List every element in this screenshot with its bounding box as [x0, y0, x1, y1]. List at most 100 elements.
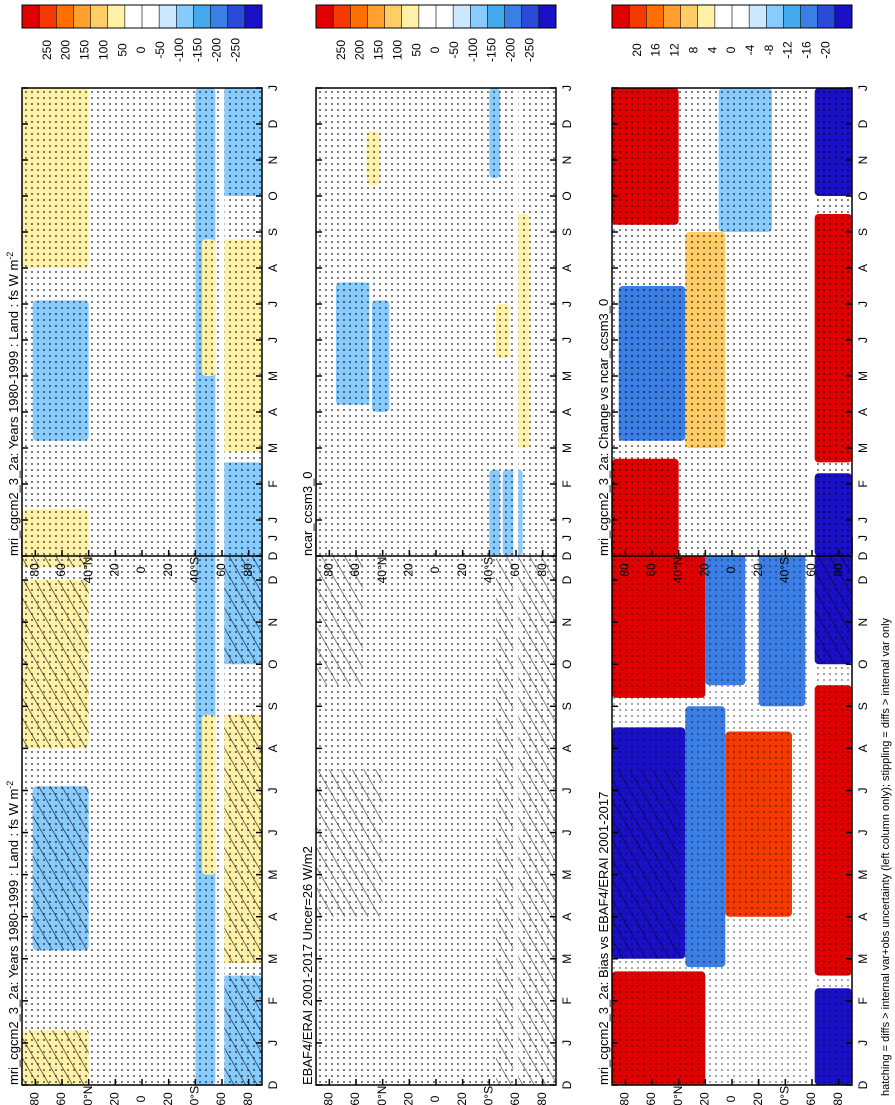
month-label: M — [856, 371, 870, 381]
colorbar-swatch — [244, 5, 263, 28]
lat-label: 40°S — [482, 1086, 496, 1105]
colorbar-swatch — [142, 5, 160, 28]
lat-label: 40°N — [671, 557, 685, 584]
month-label: F — [266, 997, 280, 1004]
lat-label: 80 — [322, 563, 336, 577]
lat-label: 60 — [54, 1092, 68, 1105]
month-label: M — [266, 371, 280, 381]
lat-label: 80 — [241, 1092, 255, 1105]
month-label: J — [560, 517, 574, 523]
month-label: A — [266, 913, 280, 921]
month-label: J — [856, 85, 870, 91]
month-label: M — [560, 954, 574, 964]
lat-label: 20 — [698, 1092, 712, 1105]
colorbar-swatch — [316, 5, 334, 28]
colorbar-label: -20 — [818, 41, 832, 59]
colorbar-swatch — [629, 5, 647, 28]
lat-label: 80 — [28, 1092, 42, 1105]
lat-label: 80 — [618, 563, 632, 577]
colorbar-swatch — [124, 5, 143, 28]
month-label: D — [266, 1080, 280, 1089]
panel-title: EBAF4/ERAI 2001-2017 Uncer=26 W/m2 — [300, 846, 315, 1085]
month-label: S — [266, 228, 280, 236]
panel-title-text: mri_cgcm2_3_2a: Bias vs EBAF4/ERAI 2001-… — [596, 792, 611, 1085]
panel-title-text: ncar_ccsm3_0 — [300, 471, 315, 556]
colorbar-swatch — [176, 5, 194, 28]
colorbar-swatch — [646, 5, 664, 28]
month-label: O — [560, 660, 574, 669]
colorbar-swatch — [384, 5, 403, 28]
lat-label: 40°S — [188, 557, 202, 583]
panel-title-superscript: -2 — [5, 781, 15, 789]
lat-label: 40°S — [778, 1086, 792, 1105]
month-label: J — [856, 301, 870, 307]
month-label: A — [266, 264, 280, 272]
month-label: D — [856, 551, 870, 560]
month-label: M — [266, 870, 280, 880]
month-label: J — [560, 787, 574, 793]
colorbar-swatch — [732, 5, 750, 28]
lat-label: 20 — [698, 563, 712, 577]
colorbar-label: 16 — [649, 43, 663, 57]
lat-label: 80 — [535, 563, 549, 577]
colorbar-swatch — [73, 5, 92, 28]
colorbar-label: -100 — [466, 38, 480, 62]
lat-label: 0 — [428, 1095, 442, 1102]
lat-label: 20 — [751, 563, 765, 577]
month-label: A — [856, 744, 870, 752]
month-label: J — [560, 337, 574, 343]
hatch-region — [316, 769, 383, 917]
hatch-region — [32, 786, 89, 951]
colorbar-label: -4 — [743, 44, 757, 55]
lat-label: 60 — [508, 1092, 522, 1105]
month-label: D — [560, 119, 574, 128]
lat-label: 20 — [455, 563, 469, 577]
panel-title: mri_cgcm2_3_2a: Change vs ncar_ccsm3_0 — [596, 299, 611, 556]
month-label: O — [856, 191, 870, 200]
hatch-region — [219, 538, 262, 665]
colorbar-swatch — [56, 5, 74, 28]
lat-label: 60 — [54, 563, 68, 577]
colorbar-swatch — [193, 5, 212, 28]
colorbar-label: 250 — [40, 40, 54, 60]
month-label: F — [560, 997, 574, 1004]
lat-label: 40°N — [375, 1086, 389, 1105]
colorbar-swatch — [107, 5, 126, 28]
month-label: J — [560, 301, 574, 307]
hatch-region — [219, 975, 262, 1085]
month-label: N — [266, 156, 280, 165]
colorbar-swatch — [714, 5, 733, 28]
hatch-region — [219, 714, 262, 963]
month-label: J — [266, 787, 280, 793]
month-label: D — [266, 119, 280, 128]
stipple-overlay — [22, 88, 262, 556]
lat-label: 60 — [214, 563, 228, 577]
lat-label: 80 — [28, 563, 42, 577]
hatch-region — [814, 538, 852, 665]
month-label: J — [266, 535, 280, 541]
colorbar-swatch — [800, 5, 819, 28]
colorbar-label: 200 — [353, 40, 367, 60]
panel-middle-left: D J F M A M J J A S O N D J 80 60 40°N 20 0 20 40°S 60 80 EBAF4… — [300, 454, 574, 1105]
month-label: A — [560, 264, 574, 272]
month-label: M — [266, 443, 280, 453]
month-label: F — [266, 480, 280, 487]
hatch-region — [22, 1030, 89, 1085]
lat-label: 60 — [214, 1092, 228, 1105]
month-label: S — [856, 702, 870, 710]
month-label: O — [560, 191, 574, 200]
month-label: F — [856, 997, 870, 1004]
colorbar-label: 50 — [115, 43, 129, 57]
colorbar-label: -100 — [172, 38, 186, 62]
colorbar-label: -250 — [522, 38, 536, 62]
month-label: N — [266, 618, 280, 627]
month-label: F — [856, 480, 870, 487]
hatch-region — [612, 769, 679, 959]
colorbar-swatch — [680, 5, 699, 28]
colorbar-swatch — [487, 5, 506, 28]
month-label: J — [266, 337, 280, 343]
lat-label: 80 — [535, 1092, 549, 1105]
